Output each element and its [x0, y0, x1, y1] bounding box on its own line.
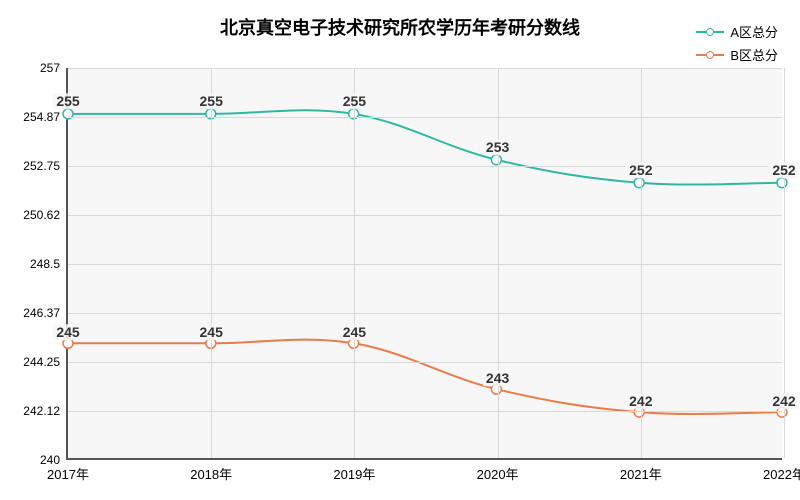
y-tick-label: 246.37: [23, 306, 68, 320]
data-label: 253: [482, 139, 513, 155]
gridline-horizontal: [68, 117, 782, 118]
x-tick-label: 2019年: [333, 458, 375, 483]
gridline-vertical: [498, 68, 499, 458]
series-marker: [491, 155, 501, 165]
y-tick-label: 252.75: [23, 159, 68, 173]
chart-container: 北京真空电子技术研究所农学历年考研分数线 A区总分 B区总分 240242.122…: [0, 0, 800, 500]
data-label: 245: [196, 324, 227, 340]
gridline-horizontal: [68, 215, 782, 216]
legend-swatch: [696, 54, 724, 56]
legend: A区总分 B区总分: [696, 22, 778, 68]
x-tick-label: 2022年: [763, 458, 800, 483]
plot-area: 240242.12244.25246.37248.5250.62252.7525…: [66, 68, 782, 460]
y-tick-label: 242.12: [23, 404, 68, 418]
gridline-horizontal: [68, 313, 782, 314]
data-label: 245: [52, 324, 83, 340]
series-marker: [777, 178, 787, 188]
x-tick-label: 2021年: [620, 458, 662, 483]
gridline-vertical: [211, 68, 212, 458]
legend-label: A区总分: [730, 22, 778, 41]
data-label: 242: [768, 393, 799, 409]
y-tick-label: 244.25: [23, 355, 68, 369]
data-label: 245: [339, 324, 370, 340]
gridline-horizontal: [68, 68, 782, 69]
series-line: [68, 110, 782, 184]
gridline-horizontal: [68, 362, 782, 363]
y-tick-label: 257: [40, 61, 68, 75]
y-tick-label: 254.87: [23, 110, 68, 124]
data-label: 252: [768, 162, 799, 178]
data-label: 255: [196, 93, 227, 109]
gridline-vertical: [354, 68, 355, 458]
series-line: [68, 340, 782, 414]
gridline-horizontal: [68, 166, 782, 167]
data-label: 255: [52, 93, 83, 109]
x-tick-label: 2018年: [190, 458, 232, 483]
gridline-horizontal: [68, 411, 782, 412]
x-tick-label: 2017年: [47, 458, 89, 483]
legend-swatch: [696, 31, 724, 33]
line-svg: [68, 68, 782, 458]
legend-item: B区总分: [696, 45, 778, 64]
data-label: 252: [625, 162, 656, 178]
chart-title: 北京真空电子技术研究所农学历年考研分数线: [0, 14, 800, 40]
x-tick-label: 2020年: [477, 458, 519, 483]
legend-item: A区总分: [696, 22, 778, 41]
gridline-horizontal: [68, 264, 782, 265]
data-label: 243: [482, 370, 513, 386]
series-marker: [634, 178, 644, 188]
y-tick-label: 248.5: [30, 257, 68, 271]
data-label: 242: [625, 393, 656, 409]
legend-label: B区总分: [730, 45, 778, 64]
data-label: 255: [339, 93, 370, 109]
y-tick-label: 250.62: [23, 208, 68, 222]
